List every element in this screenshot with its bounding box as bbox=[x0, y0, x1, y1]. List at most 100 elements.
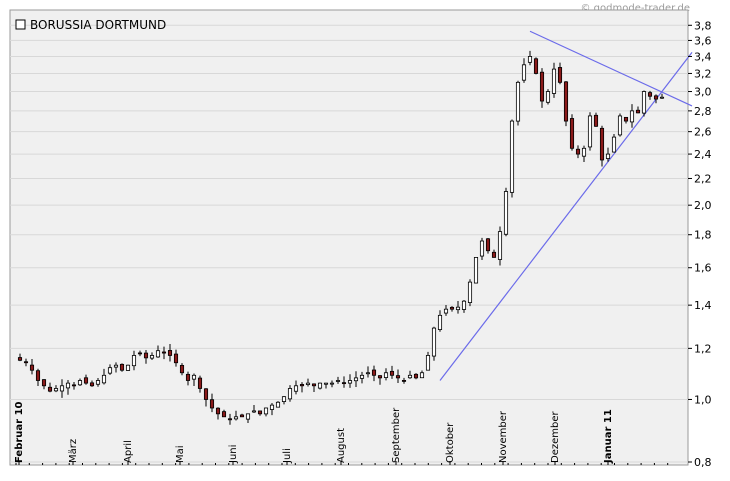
trendlines bbox=[439, 30, 693, 381]
candle bbox=[41, 379, 47, 390]
candle bbox=[611, 134, 617, 153]
candle bbox=[23, 358, 29, 367]
candle-body bbox=[161, 351, 167, 354]
y-tick-label: 1,4 bbox=[694, 299, 712, 312]
candle bbox=[107, 364, 113, 375]
y-tick-label: 3,6 bbox=[694, 34, 712, 47]
candle bbox=[137, 350, 143, 357]
candle-body bbox=[515, 81, 521, 122]
candle bbox=[587, 112, 593, 151]
candle-body bbox=[533, 58, 539, 74]
candle-body bbox=[641, 91, 647, 114]
candle-body bbox=[419, 372, 425, 379]
candle-body bbox=[347, 380, 353, 384]
candle-body bbox=[449, 306, 455, 310]
candle-body bbox=[401, 380, 407, 382]
y-tick-label: 2,8 bbox=[694, 105, 712, 118]
candle-body bbox=[551, 68, 557, 94]
candle-body bbox=[149, 355, 155, 359]
candle bbox=[557, 62, 563, 85]
candle-body bbox=[173, 353, 179, 364]
candle bbox=[503, 187, 509, 237]
candle-body bbox=[191, 374, 197, 380]
candle bbox=[581, 145, 587, 163]
candle bbox=[77, 378, 83, 387]
candle-body bbox=[119, 363, 125, 371]
candle-body bbox=[251, 410, 257, 413]
candle bbox=[413, 373, 419, 380]
candle bbox=[323, 382, 329, 389]
y-tick-label: 1,6 bbox=[694, 262, 712, 275]
candle bbox=[185, 371, 191, 386]
candle bbox=[53, 385, 59, 393]
candle bbox=[317, 382, 323, 390]
candle-body bbox=[461, 300, 467, 310]
candle bbox=[485, 238, 491, 254]
candle-body bbox=[23, 361, 29, 364]
candle-body bbox=[185, 373, 191, 381]
y-tick-label: 3,2 bbox=[694, 67, 712, 80]
candle-body bbox=[317, 382, 323, 389]
candle bbox=[143, 350, 149, 364]
candle-body bbox=[527, 56, 533, 63]
candle bbox=[227, 413, 233, 425]
candle-body bbox=[371, 369, 377, 376]
candle bbox=[125, 364, 131, 371]
candle-body bbox=[59, 385, 65, 392]
candle-body bbox=[77, 380, 83, 386]
candle bbox=[155, 345, 161, 358]
x-tick-label: Oktober bbox=[445, 422, 456, 463]
candle bbox=[191, 373, 197, 386]
candle bbox=[95, 378, 101, 387]
candle bbox=[425, 351, 431, 371]
candle bbox=[599, 125, 605, 167]
y-tick-label: 2,6 bbox=[694, 126, 712, 139]
candle bbox=[209, 393, 215, 413]
candle bbox=[401, 377, 407, 384]
candle bbox=[113, 362, 119, 373]
candle-body bbox=[581, 147, 587, 157]
trendline bbox=[529, 30, 693, 107]
candle bbox=[575, 145, 581, 159]
candle-body bbox=[47, 386, 53, 392]
candle bbox=[539, 68, 545, 108]
candle bbox=[389, 365, 395, 379]
candle bbox=[35, 368, 41, 387]
candle-body bbox=[311, 383, 317, 387]
candle bbox=[419, 370, 425, 379]
x-tick-label: September bbox=[391, 407, 402, 463]
candle bbox=[377, 375, 383, 385]
candle bbox=[653, 94, 659, 104]
candle bbox=[431, 326, 437, 361]
candle bbox=[179, 363, 185, 376]
candle bbox=[521, 58, 527, 83]
candle bbox=[257, 410, 263, 416]
candle bbox=[47, 382, 53, 393]
x-tick-label: April bbox=[123, 440, 134, 463]
candle-body bbox=[617, 115, 623, 136]
candle bbox=[251, 405, 257, 414]
candle-body bbox=[497, 231, 503, 260]
candle bbox=[623, 116, 629, 124]
candle-body bbox=[329, 382, 335, 385]
candle bbox=[59, 379, 65, 398]
candle-body bbox=[269, 404, 275, 410]
candle-body bbox=[221, 411, 227, 418]
candle-body bbox=[383, 372, 389, 378]
candle-body bbox=[521, 64, 527, 81]
candle bbox=[443, 305, 449, 316]
candle-body bbox=[95, 380, 101, 385]
candle bbox=[659, 93, 665, 99]
candle bbox=[437, 310, 443, 332]
candle-body bbox=[83, 377, 89, 384]
candle bbox=[449, 306, 455, 312]
candle-body bbox=[125, 364, 131, 371]
candle bbox=[347, 374, 353, 388]
candle bbox=[329, 380, 335, 388]
y-tick-label: 1,8 bbox=[694, 229, 712, 242]
candle-body bbox=[305, 382, 311, 385]
candle-body bbox=[611, 136, 617, 153]
legend-swatch bbox=[15, 19, 26, 30]
candle-body bbox=[281, 396, 287, 402]
candle-body bbox=[17, 357, 23, 361]
